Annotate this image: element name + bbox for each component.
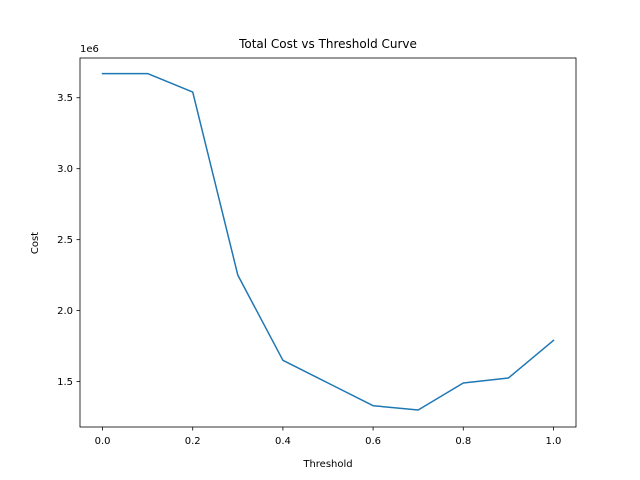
series-line-0 <box>101 72 555 411</box>
y-tick-label: 3.5 <box>57 93 73 104</box>
x-axis: 0.0 0.2 0.4 0.6 0.8 1.0 <box>95 427 562 447</box>
y-tick-label: 2.5 <box>57 235 73 246</box>
y-axis-label: Cost <box>30 232 41 254</box>
y-tick-label: 2.0 <box>57 306 73 317</box>
x-tick-label: 0.6 <box>365 436 381 447</box>
x-tick-label: 0.0 <box>95 436 111 447</box>
x-tick-label: 1.0 <box>546 436 562 447</box>
y-tick-label: 3.0 <box>57 164 73 175</box>
axes-frame <box>79 57 577 428</box>
chart-title: Total Cost vs Threshold Curve <box>238 37 417 51</box>
x-tick-label: 0.4 <box>275 436 291 447</box>
y-axis: 1.5 2.0 2.5 3.0 3.5 <box>57 93 80 388</box>
y-offset-label: 1e6 <box>80 44 99 55</box>
x-axis-label: Threshold <box>302 459 352 470</box>
x-tick-label: 0.2 <box>185 436 201 447</box>
y-tick-label: 1.5 <box>57 377 73 388</box>
plot-area <box>101 72 555 411</box>
x-tick-label: 0.8 <box>455 436 471 447</box>
